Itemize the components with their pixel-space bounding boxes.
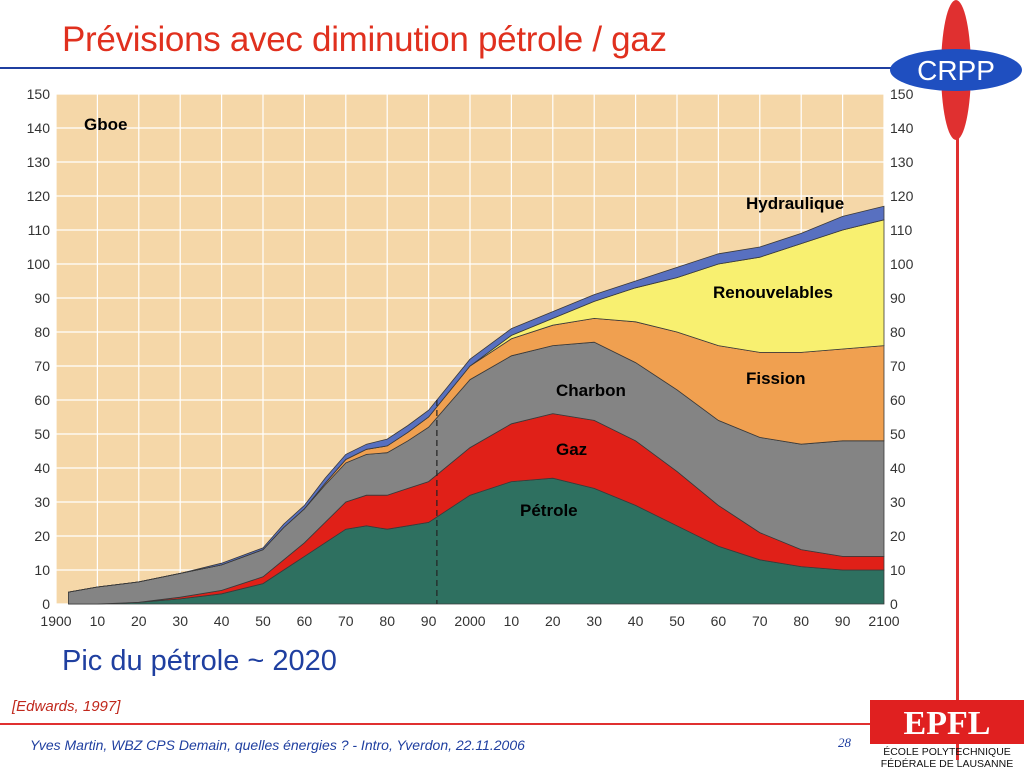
epfl-logo-graphic: EPFL ÉCOLE POLYTECHNIQUE FÉDÉRALE DE LAU… bbox=[870, 700, 1024, 770]
y-tick-label-right: 40 bbox=[890, 460, 906, 476]
x-tick-label: 40 bbox=[214, 613, 230, 629]
x-tick-label: 60 bbox=[297, 613, 313, 629]
epfl-logo-wordmark: EPFL bbox=[904, 705, 991, 742]
epfl-logo-line2: FÉDÉRALE DE LAUSANNE bbox=[881, 757, 1013, 768]
x-tick-label: 80 bbox=[379, 613, 395, 629]
y-tick-label-right: 0 bbox=[890, 596, 898, 612]
y-tick-label-right: 10 bbox=[890, 562, 906, 578]
epfl-logo: EPFL ÉCOLE POLYTECHNIQUE FÉDÉRALE DE LAU… bbox=[870, 700, 1024, 770]
annotation-ptrole: Pétrole bbox=[520, 501, 578, 520]
epfl-logo-line1: ÉCOLE POLYTECHNIQUE bbox=[883, 745, 1011, 758]
reference-citation: [Edwards, 1997] bbox=[12, 698, 121, 715]
x-tick-label: 50 bbox=[255, 613, 271, 629]
annotation-gaz: Gaz bbox=[556, 440, 587, 459]
slide-title: Prévisions avec diminution pétrole / gaz bbox=[62, 20, 667, 59]
annotation-fission: Fission bbox=[746, 369, 806, 388]
x-tick-label: 70 bbox=[338, 613, 354, 629]
x-tick-label: 60 bbox=[711, 613, 727, 629]
x-tick-label: 70 bbox=[752, 613, 768, 629]
x-tick-label: 20 bbox=[545, 613, 561, 629]
right-vertical-rule bbox=[956, 120, 959, 760]
annotation-hydraulique: Hydraulique bbox=[746, 194, 844, 213]
crpp-logo: CRPP bbox=[888, 0, 1024, 140]
x-tick-label: 10 bbox=[90, 613, 106, 629]
y-tick-label-left: 100 bbox=[27, 256, 51, 272]
y-tick-label-left: 30 bbox=[34, 494, 50, 510]
subtitle-peak-oil: Pic du pétrole ~ 2020 bbox=[62, 645, 337, 677]
annotation-charbon: Charbon bbox=[556, 381, 626, 400]
y-tick-label-left: 70 bbox=[34, 358, 50, 374]
x-tick-label: 50 bbox=[669, 613, 685, 629]
x-tick-label: 80 bbox=[793, 613, 809, 629]
x-tick-label: 40 bbox=[628, 613, 644, 629]
x-tick-label: 20 bbox=[131, 613, 147, 629]
y-tick-label-right: 20 bbox=[890, 528, 906, 544]
area-hydraulique bbox=[68, 205, 885, 593]
y-tick-label-left: 20 bbox=[34, 528, 50, 544]
y-tick-label-right: 50 bbox=[890, 426, 906, 442]
y-tick-label-right: 80 bbox=[890, 324, 906, 340]
y-tick-label-right: 30 bbox=[890, 494, 906, 510]
y-tick-label-right: 110 bbox=[890, 222, 913, 238]
y-tick-label-left: 130 bbox=[27, 154, 51, 170]
y-tick-label-right: 90 bbox=[890, 290, 906, 306]
y-tick-label-left: 0 bbox=[42, 596, 50, 612]
y-tick-label-left: 140 bbox=[27, 120, 51, 136]
y-tick-label-left: 120 bbox=[27, 188, 51, 204]
epfl-logo-red-block bbox=[870, 700, 1024, 744]
crpp-logo-text: CRPP bbox=[917, 55, 995, 86]
x-tick-label: 1900 bbox=[40, 613, 71, 629]
crpp-logo-graphic: CRPP bbox=[890, 0, 1022, 140]
annotation-gboe: Gboe bbox=[84, 115, 127, 134]
y-tick-label-right: 100 bbox=[890, 256, 914, 272]
x-tick-label: 2100 bbox=[868, 613, 899, 629]
x-tick-label: 10 bbox=[504, 613, 520, 629]
footer-text: Yves Martin, WBZ CPS Demain, quelles éne… bbox=[30, 737, 525, 753]
x-tick-label: 90 bbox=[835, 613, 851, 629]
title-underline bbox=[0, 67, 900, 69]
y-tick-label-right: 120 bbox=[890, 188, 914, 204]
y-tick-label-right: 60 bbox=[890, 392, 906, 408]
y-tick-label-left: 80 bbox=[34, 324, 50, 340]
y-tick-label-left: 10 bbox=[34, 562, 50, 578]
footer-rule bbox=[0, 723, 880, 725]
x-tick-label: 30 bbox=[586, 613, 602, 629]
crpp-logo-blue-ellipse bbox=[890, 49, 1022, 91]
page-number: 28 bbox=[838, 735, 851, 750]
x-tick-label: 2000 bbox=[454, 613, 485, 629]
y-tick-label-left: 50 bbox=[34, 426, 50, 442]
y-tick-label-left: 40 bbox=[34, 460, 50, 476]
y-tick-label-right: 70 bbox=[890, 358, 906, 374]
y-tick-label-right: 140 bbox=[890, 120, 914, 136]
y-tick-label-left: 60 bbox=[34, 392, 50, 408]
y-tick-label-left: 110 bbox=[28, 222, 51, 238]
y-tick-label-left: 90 bbox=[34, 290, 50, 306]
x-tick-label: 90 bbox=[421, 613, 437, 629]
y-tick-label-left: 150 bbox=[27, 86, 51, 102]
x-tick-label: 30 bbox=[172, 613, 188, 629]
y-tick-label-right: 130 bbox=[890, 154, 914, 170]
y-tick-label-right: 150 bbox=[890, 86, 914, 102]
annotation-renouvelables: Renouvelables bbox=[713, 283, 833, 302]
